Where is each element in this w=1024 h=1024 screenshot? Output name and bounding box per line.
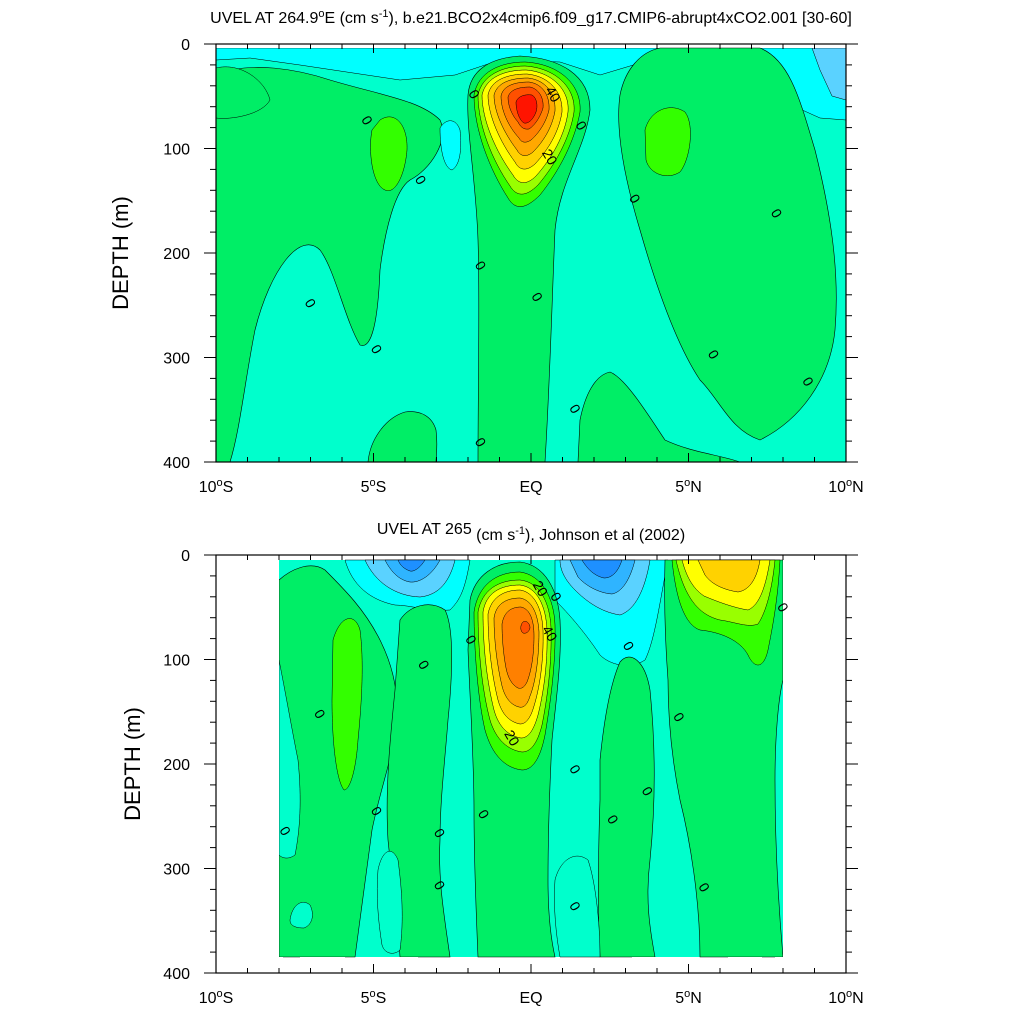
mask-right [783, 555, 846, 973]
level-fill-neg-surface [216, 47, 846, 121]
y-tick-label: 300 [163, 862, 190, 879]
x-tick-label: 5oN [675, 988, 702, 1007]
ticks-bottom: 10oS 5oS EQ 5oN 10oN 0 100 200 300 400 [163, 548, 863, 1007]
y-tick-label: 0 [181, 37, 190, 54]
level-fill-mid-south-cyan [376, 851, 403, 954]
x-tick-label: 10oS [199, 477, 234, 496]
x-tick-label: 10oN [828, 988, 863, 1007]
x-tick-label: 10oS [199, 988, 234, 1007]
chart-title-top: UVEL AT 264.9oE (cm s-1), b.e21.BCO2x4cm… [210, 8, 852, 27]
level-fill-cyan-pocket [439, 120, 461, 171]
x-tick-label: 5oS [361, 477, 387, 496]
y-axis-label-top: DEPTH (m) [108, 196, 133, 310]
level-fill-west-b-cyan [278, 659, 301, 859]
contour-label: 20 [539, 146, 561, 168]
level-fill-mid-south [386, 604, 453, 958]
level-fill-south-deep [367, 411, 438, 462]
mask-left [216, 555, 279, 973]
y-tick-label: 100 [163, 653, 190, 670]
ticks-top: 10oS 5oS EQ 5oN 10oN 0 100 200 300 400 [163, 37, 863, 496]
y-tick-label: 100 [163, 142, 190, 159]
plot-area-top [216, 44, 846, 462]
level-fill-southeast [577, 371, 741, 462]
y-tick-label: 0 [181, 548, 190, 565]
level-fill-euc-b-35 [520, 621, 531, 634]
level-fill-neg-b-3 [397, 559, 426, 572]
x-tick-label: 5oS [361, 988, 387, 1007]
y-tick-label: 400 [163, 966, 190, 983]
y-tick-label: 200 [163, 246, 190, 263]
level-fill-east-b-20 [697, 559, 761, 593]
y-tick-label: 200 [163, 757, 190, 774]
level-fill-east-core [644, 107, 691, 176]
level-fill-mid-east-b-cyan [554, 855, 601, 958]
plot-area-bottom [216, 555, 846, 973]
y-axis-label-bottom: DEPTH (m) [120, 707, 145, 821]
level-fill-west-core [370, 116, 408, 191]
level-fill-west-surface-core [216, 66, 271, 119]
contour-label: 20 [530, 578, 552, 600]
level-fill-neg-b-6 [581, 559, 623, 579]
contour-label: 20 [501, 727, 523, 749]
x-tick-label: 5oN [675, 477, 702, 496]
contour-label: 40 [542, 83, 564, 105]
x-tick-label: EQ [519, 479, 542, 496]
y-tick-label: 400 [163, 455, 190, 472]
level-fill-west-b-core [331, 618, 363, 791]
y-tick-label: 300 [163, 351, 190, 368]
chart-title-bottom: UVEL AT 265 (cm s-1), Johnson et al (200… [377, 521, 685, 544]
x-tick-label: EQ [519, 990, 542, 1007]
level-fill-euc-40 [515, 94, 538, 124]
level-fill-west-b-cyan2 [289, 902, 313, 929]
contour-label: 40 [539, 623, 561, 645]
x-tick-label: 10oN [828, 477, 863, 496]
